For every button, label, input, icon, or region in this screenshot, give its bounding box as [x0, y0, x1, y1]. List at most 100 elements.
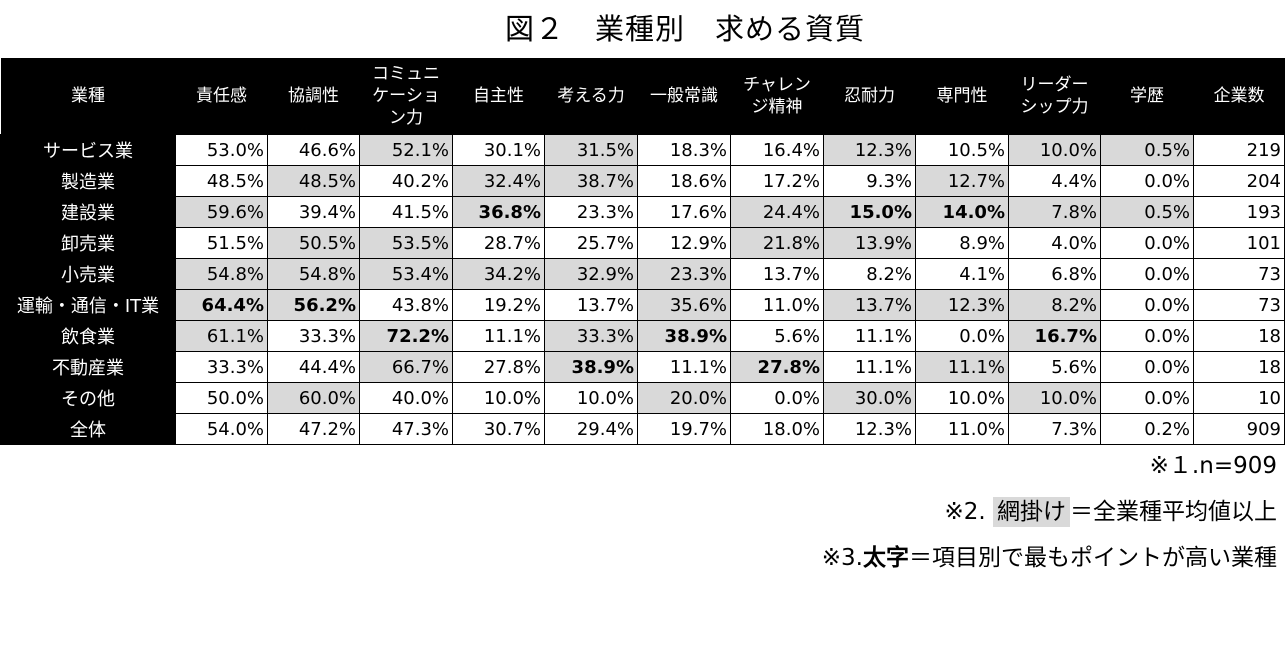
note-shading-word: 網掛け [993, 497, 1070, 527]
row-label: 建設業 [0, 196, 176, 228]
chart-title: 図２ 業種別 求める資質 [504, 12, 865, 46]
data-table: 業種 責任感 協調性 コミュニ ケーショ ン力 自主性 考える力 一般常識 チャレン ジ精神忍… [0, 58, 1285, 445]
table-cell: 0.2% [1100, 413, 1194, 445]
table-cell: 12.3% [915, 289, 1009, 321]
table-cell: 53.5% [359, 227, 453, 259]
column-header: 自主性 [452, 58, 545, 135]
table-cell: 30.7% [452, 413, 545, 445]
table-cell: 47.3% [359, 413, 453, 445]
table-cell: 23.3% [544, 196, 638, 228]
table-cell: 0.0% [1100, 289, 1194, 321]
row-label: 製造業 [0, 165, 176, 197]
table-cell: 12.9% [637, 227, 731, 259]
table-cell: 13.7% [823, 289, 916, 321]
table-cell: 48.5% [175, 165, 268, 197]
table-cell: 909 [1193, 413, 1285, 445]
table-cell: 11.1% [915, 351, 1009, 383]
row-label: 不動産業 [0, 351, 176, 383]
table-row: 卸売業 51.5% 50.5% 53.5% 28.7% 25.7% 12.9% 21.8% 13… [0, 227, 1285, 259]
table-cell: 60.0% [267, 382, 360, 414]
table-cell: 14.0% [915, 196, 1009, 228]
table-cell: 34.2% [452, 258, 545, 290]
table-cell: 18.3% [637, 134, 731, 166]
table-cell: 0.5% [1100, 196, 1194, 228]
row-label: 小売業 [0, 258, 176, 290]
table-cell: 17.2% [730, 165, 824, 197]
table-cell: 204 [1193, 165, 1285, 197]
table-cell: 21.8% [730, 227, 824, 259]
table-cell: 38.9% [544, 351, 638, 383]
column-header: 学歴 [1100, 58, 1194, 135]
table-cell: 43.8% [359, 289, 453, 321]
table-cell: 20.0% [637, 382, 731, 414]
table-cell: 0.0% [915, 320, 1009, 352]
table-cell: 9.3% [823, 165, 916, 197]
table-cell: 40.2% [359, 165, 453, 197]
table-cell: 7.3% [1008, 413, 1101, 445]
table-row: サービス業 53.0% 46.6% 52.1% 30.1% 31.5% 18.3% 16.4%… [0, 134, 1285, 166]
table-cell: 10 [1193, 382, 1285, 414]
column-header: 業種 [0, 58, 176, 135]
table-cell: 11.1% [452, 320, 545, 352]
row-label: その他 [0, 382, 176, 414]
table-cell: 18.6% [637, 165, 731, 197]
table-cell: 8.2% [1008, 289, 1101, 321]
table-cell: 5.6% [730, 320, 824, 352]
column-header: 責任感 [175, 58, 268, 135]
table-cell: 13.9% [823, 227, 916, 259]
table-cell: 40.0% [359, 382, 453, 414]
table-row: 建設業 59.6% 39.4% 41.5% 36.8% 23.3% 17.6% 24.4% 15… [0, 196, 1285, 228]
table-cell: 39.4% [267, 196, 360, 228]
table-cell: 10.0% [544, 382, 638, 414]
table-cell: 73 [1193, 289, 1285, 321]
table-cell: 6.8% [1008, 258, 1101, 290]
row-label: 運輸・通信・IT業 [0, 289, 176, 321]
table-cell: 8.9% [915, 227, 1009, 259]
table-cell: 12.3% [823, 134, 916, 166]
table-cell: 35.6% [637, 289, 731, 321]
table-cell: 219 [1193, 134, 1285, 166]
table-cell: 0.0% [1100, 227, 1194, 259]
table-cell: 16.4% [730, 134, 824, 166]
table-cell: 38.7% [544, 165, 638, 197]
table-cell: 0.0% [1100, 165, 1194, 197]
table-cell: 33.3% [267, 320, 360, 352]
table-cell: 25.7% [544, 227, 638, 259]
note-bold-word: 太字 [863, 545, 909, 571]
table-cell: 5.6% [1008, 351, 1101, 383]
table-cell: 13.7% [544, 289, 638, 321]
table-cell: 41.5% [359, 196, 453, 228]
table-cell: 53.0% [175, 134, 268, 166]
table-cell: 11.1% [823, 351, 916, 383]
column-header: 協調性 [267, 58, 360, 135]
table-cell: 193 [1193, 196, 1285, 228]
table-row: 小売業 54.8% 54.8% 53.4% 34.2% 32.9% 23.3% 13.7% 8.… [0, 258, 1285, 290]
table-cell: 7.8% [1008, 196, 1101, 228]
table-cell: 61.1% [175, 320, 268, 352]
table-cell: 54.8% [267, 258, 360, 290]
table-cell: 10.5% [915, 134, 1009, 166]
notes: ※１.n=909 ※2. 網掛け ＝全業種平均値以上 ※3.太字＝項目別で最もポイ… [822, 446, 1277, 584]
table-cell: 33.3% [175, 351, 268, 383]
note-shading-suffix: ＝全業種平均値以上 [1070, 499, 1277, 525]
table-cell: 53.4% [359, 258, 453, 290]
row-label: サービス業 [0, 134, 176, 166]
table-cell: 18 [1193, 351, 1285, 383]
table-cell: 19.2% [452, 289, 545, 321]
table-cell: 17.6% [637, 196, 731, 228]
row-label: 飲食業 [0, 320, 176, 352]
table-row: 不動産業 33.3% 44.4% 66.7% 27.8% 38.9% 11.1% 27.8% 1… [0, 351, 1285, 383]
table-cell: 59.6% [175, 196, 268, 228]
column-header: リーダー シップ力 [1008, 58, 1101, 135]
row-label: 全体 [0, 413, 176, 445]
table-cell: 11.1% [637, 351, 731, 383]
column-header: 忍耐力 [823, 58, 916, 135]
table-cell: 24.4% [730, 196, 824, 228]
table-cell: 33.3% [544, 320, 638, 352]
table-cell: 50.0% [175, 382, 268, 414]
table-cell: 64.4% [175, 289, 268, 321]
table-cell: 12.7% [915, 165, 1009, 197]
row-label: 卸売業 [0, 227, 176, 259]
table-cell: 50.5% [267, 227, 360, 259]
table-cell: 18.0% [730, 413, 824, 445]
